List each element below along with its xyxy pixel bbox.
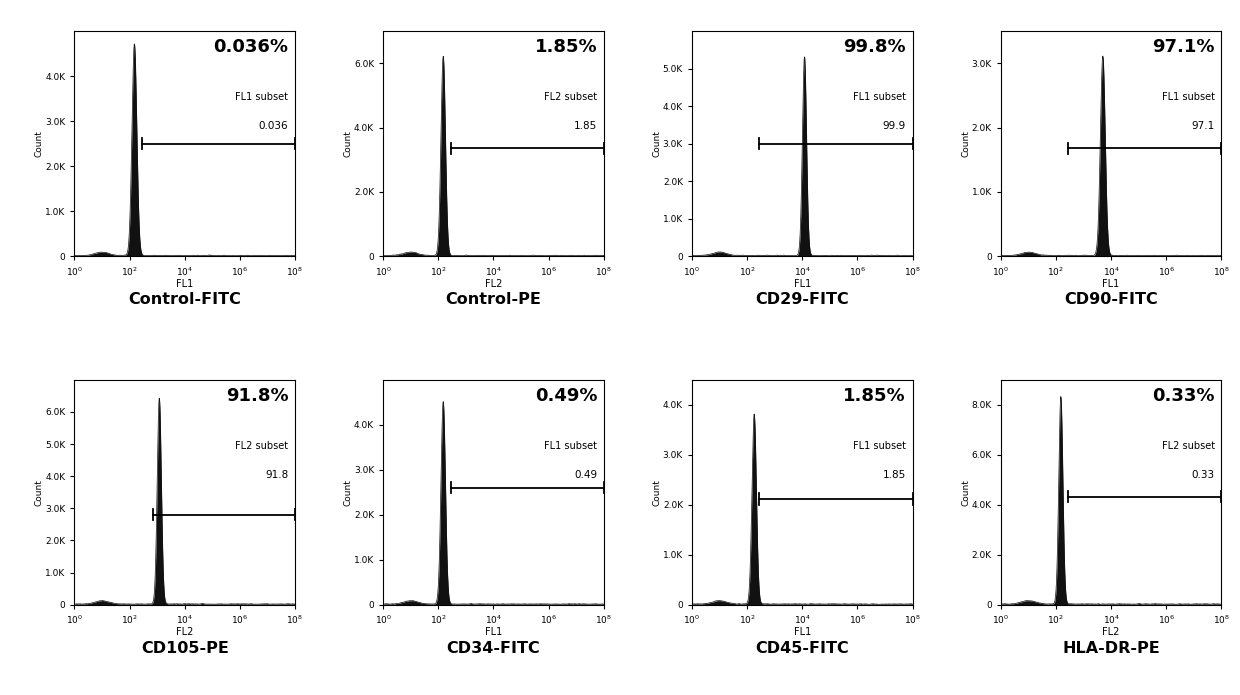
- X-axis label: FL1: FL1: [794, 279, 811, 289]
- Text: 99.9: 99.9: [883, 121, 906, 131]
- Text: 0.49%: 0.49%: [534, 386, 598, 404]
- Text: CD90-FITC: CD90-FITC: [1064, 293, 1158, 307]
- Text: 0.036%: 0.036%: [213, 38, 289, 56]
- Text: CD29-FITC: CD29-FITC: [755, 293, 849, 307]
- Text: Control-FITC: Control-FITC: [128, 293, 241, 307]
- Y-axis label: Count: Count: [652, 130, 661, 157]
- Text: 0.33%: 0.33%: [1152, 386, 1215, 404]
- Text: FL1 subset: FL1 subset: [853, 92, 906, 102]
- Text: FL1 subset: FL1 subset: [1162, 92, 1215, 102]
- Y-axis label: Count: Count: [343, 130, 352, 157]
- Text: Control-PE: Control-PE: [445, 293, 542, 307]
- Text: 1.85%: 1.85%: [843, 386, 906, 404]
- X-axis label: FL2: FL2: [485, 279, 502, 289]
- Text: CD45-FITC: CD45-FITC: [755, 641, 849, 656]
- Text: FL1 subset: FL1 subset: [236, 92, 289, 102]
- Text: 91.8%: 91.8%: [226, 386, 289, 404]
- Text: FL2 subset: FL2 subset: [1162, 441, 1215, 450]
- Text: 1.85: 1.85: [883, 470, 906, 480]
- Text: FL1 subset: FL1 subset: [544, 441, 598, 450]
- Text: FL2 subset: FL2 subset: [544, 92, 598, 102]
- Text: 91.8: 91.8: [265, 470, 289, 480]
- X-axis label: FL2: FL2: [1102, 628, 1120, 637]
- Y-axis label: Count: Count: [35, 130, 43, 157]
- Text: HLA-DR-PE: HLA-DR-PE: [1063, 641, 1159, 656]
- Text: CD105-PE: CD105-PE: [141, 641, 228, 656]
- Text: 0.49: 0.49: [574, 470, 598, 480]
- Y-axis label: Count: Count: [35, 479, 43, 506]
- Y-axis label: Count: Count: [343, 479, 352, 506]
- Text: 97.1: 97.1: [1192, 121, 1215, 131]
- Text: FL1 subset: FL1 subset: [853, 441, 906, 450]
- Y-axis label: Count: Count: [652, 479, 661, 506]
- Y-axis label: Count: Count: [961, 130, 970, 157]
- Text: 0.036: 0.036: [259, 121, 289, 131]
- X-axis label: FL1: FL1: [485, 628, 502, 637]
- Text: 97.1%: 97.1%: [1152, 38, 1215, 56]
- Y-axis label: Count: Count: [961, 479, 970, 506]
- Text: 99.8%: 99.8%: [843, 38, 906, 56]
- X-axis label: FL1: FL1: [176, 279, 193, 289]
- X-axis label: FL2: FL2: [176, 628, 193, 637]
- Text: 1.85%: 1.85%: [534, 38, 598, 56]
- X-axis label: FL1: FL1: [794, 628, 811, 637]
- Text: FL2 subset: FL2 subset: [236, 441, 289, 450]
- Text: 1.85: 1.85: [574, 121, 598, 131]
- X-axis label: FL1: FL1: [1102, 279, 1120, 289]
- Text: CD34-FITC: CD34-FITC: [446, 641, 541, 656]
- Text: 0.33: 0.33: [1192, 470, 1215, 480]
